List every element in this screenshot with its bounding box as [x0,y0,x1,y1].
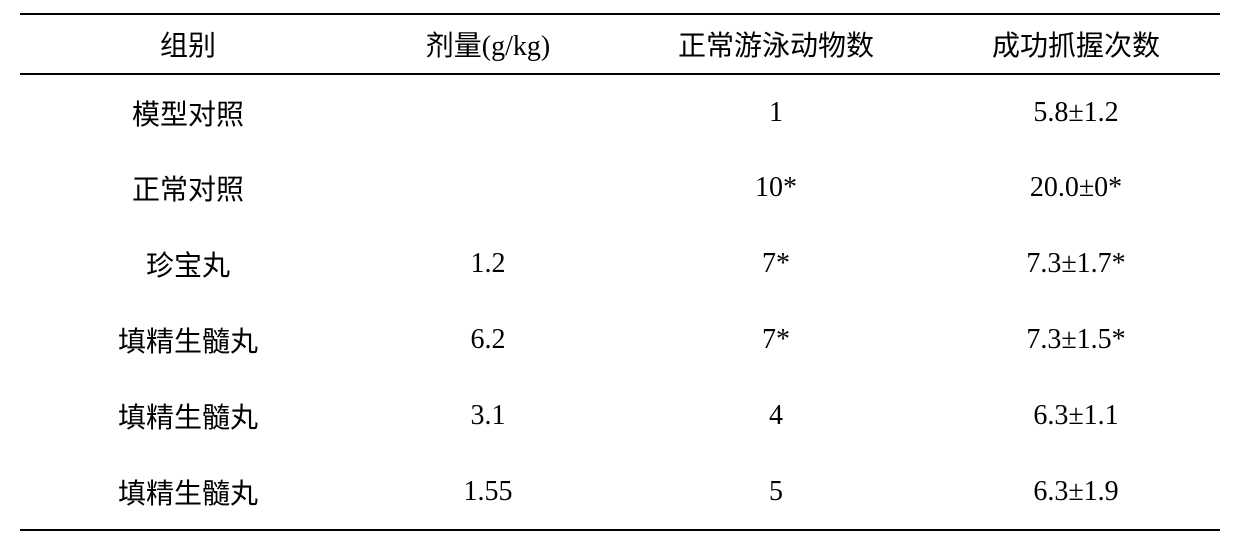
table-body: 模型对照 1 5.8±1.2 正常对照 10* 20.0±0* 珍宝丸 1.2 … [20,74,1220,530]
cell-dose: 3.1 [356,378,620,454]
cell-swim: 7* [620,302,932,378]
table-row: 填精生髓丸 6.2 7* 7.3±1.5* [20,302,1220,378]
header-dose: 剂量(g/kg) [356,14,620,74]
cell-dose [356,74,620,150]
cell-grip: 7.3±1.5* [932,302,1220,378]
cell-grip: 20.0±0* [932,150,1220,226]
cell-swim: 4 [620,378,932,454]
header-swim: 正常游泳动物数 [620,14,932,74]
cell-swim: 10* [620,150,932,226]
cell-group: 填精生髓丸 [20,454,356,530]
table-row: 填精生髓丸 1.55 5 6.3±1.9 [20,454,1220,530]
table-row: 正常对照 10* 20.0±0* [20,150,1220,226]
cell-group: 填精生髓丸 [20,302,356,378]
cell-group: 珍宝丸 [20,226,356,302]
table-header: 组别 剂量(g/kg) 正常游泳动物数 成功抓握次数 [20,14,1220,74]
cell-grip: 6.3±1.9 [932,454,1220,530]
header-group: 组别 [20,14,356,74]
table-row: 模型对照 1 5.8±1.2 [20,74,1220,150]
header-grip: 成功抓握次数 [932,14,1220,74]
data-table-container: 组别 剂量(g/kg) 正常游泳动物数 成功抓握次数 模型对照 1 5.8±1.… [20,13,1220,531]
cell-group: 正常对照 [20,150,356,226]
cell-swim: 7* [620,226,932,302]
table-header-row: 组别 剂量(g/kg) 正常游泳动物数 成功抓握次数 [20,14,1220,74]
cell-dose: 6.2 [356,302,620,378]
cell-grip: 5.8±1.2 [932,74,1220,150]
table-row: 珍宝丸 1.2 7* 7.3±1.7* [20,226,1220,302]
cell-grip: 7.3±1.7* [932,226,1220,302]
cell-dose: 1.55 [356,454,620,530]
cell-swim: 5 [620,454,932,530]
table-row: 填精生髓丸 3.1 4 6.3±1.1 [20,378,1220,454]
data-table: 组别 剂量(g/kg) 正常游泳动物数 成功抓握次数 模型对照 1 5.8±1.… [20,13,1220,531]
cell-group: 填精生髓丸 [20,378,356,454]
cell-swim: 1 [620,74,932,150]
cell-group: 模型对照 [20,74,356,150]
cell-dose [356,150,620,226]
cell-dose: 1.2 [356,226,620,302]
cell-grip: 6.3±1.1 [932,378,1220,454]
